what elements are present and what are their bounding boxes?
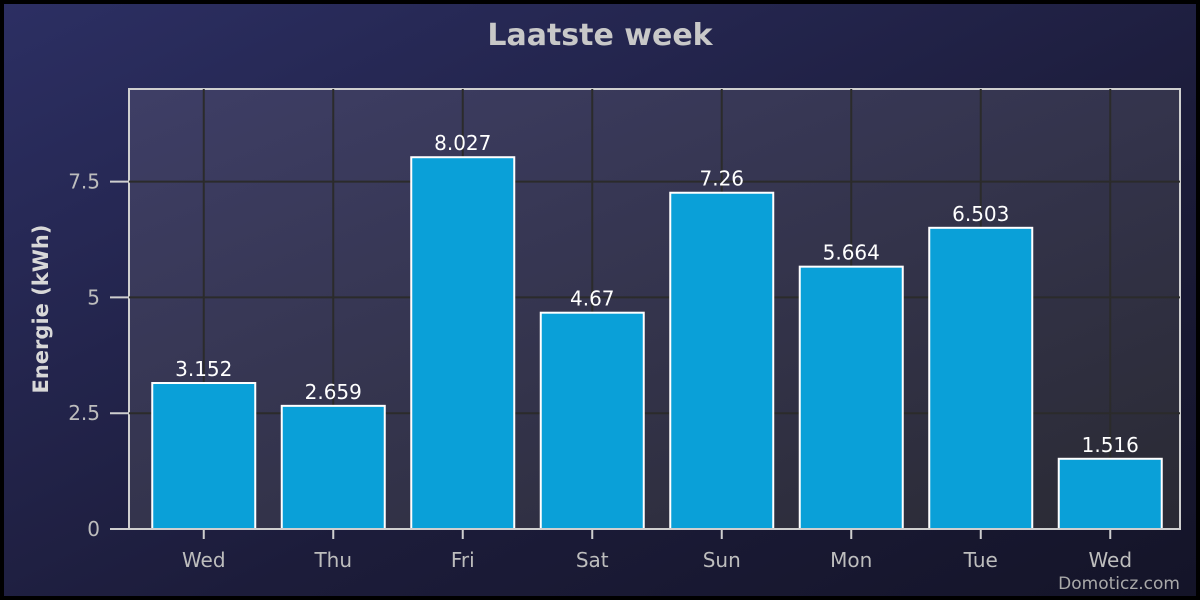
x-tick-label-4: Sat xyxy=(576,548,609,572)
bars xyxy=(151,156,1163,531)
bar-1[interactable] xyxy=(151,382,257,530)
y-tick-label: 0 xyxy=(87,517,100,541)
data-labels: 3.152 2.659 8.027 4.67 7.26 5.664 6.503 1.516 xyxy=(175,131,1139,457)
data-label-4: 4.67 xyxy=(570,287,615,311)
x-tick-label-1: Wed xyxy=(182,548,226,572)
x-tick-label-5: Sun xyxy=(703,548,741,572)
x-tick-label-6: Mon xyxy=(830,548,872,572)
bar-8[interactable] xyxy=(1057,457,1163,531)
y-tick-label: 7.5 xyxy=(68,170,100,194)
bar-7[interactable] xyxy=(928,226,1034,531)
axes: 0 2.5 5 7.5 Wed Thu Fri Sat Sun Mon Tue Wed xyxy=(68,170,1180,572)
bar-6[interactable] xyxy=(798,265,904,530)
data-label-8: 1.516 xyxy=(1082,433,1139,457)
y-axis-label: Energie (kWh) xyxy=(29,225,53,394)
y-tick-label: 2.5 xyxy=(68,401,100,425)
x-tick-label-8: Wed xyxy=(1088,548,1132,572)
data-label-7: 6.503 xyxy=(952,202,1009,226)
data-label-1: 3.152 xyxy=(175,357,232,381)
bar-3[interactable] xyxy=(410,156,516,531)
x-tick-label-2: Thu xyxy=(313,548,352,572)
x-tick-label-7: Tue xyxy=(963,548,998,572)
bar-2[interactable] xyxy=(280,404,386,530)
data-label-2: 2.659 xyxy=(305,380,362,404)
bar-4[interactable] xyxy=(539,311,645,530)
chart-title: Laatste week xyxy=(487,18,713,53)
x-tick-label-3: Fri xyxy=(451,548,475,572)
data-label-5: 7.26 xyxy=(699,167,744,191)
bar-5[interactable] xyxy=(669,191,775,530)
data-label-3: 8.027 xyxy=(434,131,491,155)
data-label-6: 5.664 xyxy=(823,241,880,265)
credit-text[interactable]: Domoticz.com xyxy=(1058,574,1180,594)
y-tick-label: 5 xyxy=(87,285,100,309)
